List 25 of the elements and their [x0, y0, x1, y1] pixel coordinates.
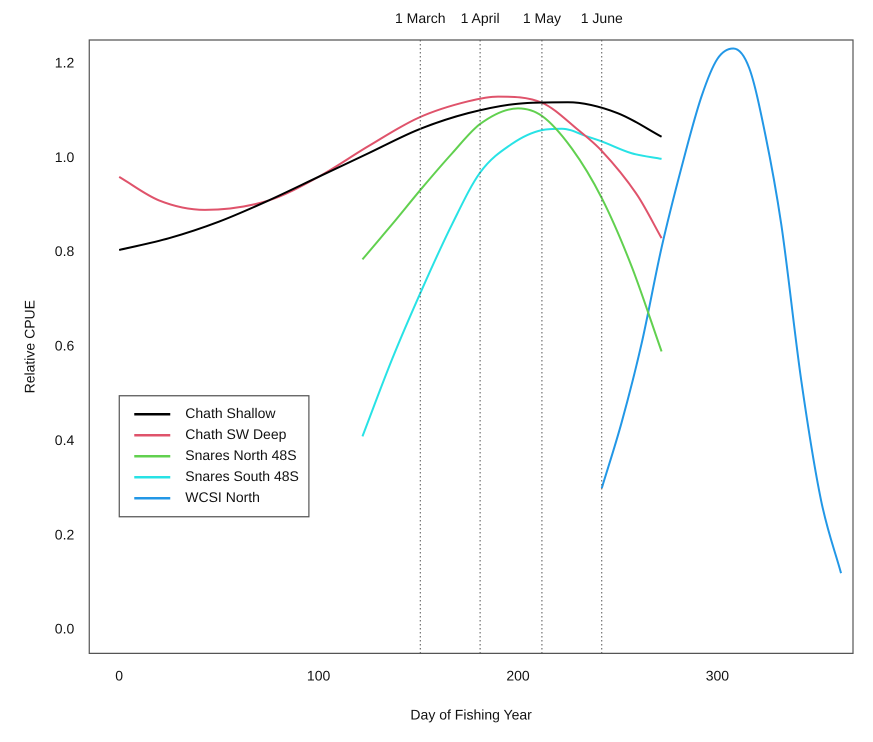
- ref-line-label: 1 March: [394, 10, 446, 26]
- y-tick-label: 1.0: [54, 148, 74, 165]
- y-tick-label: 0.2: [54, 526, 74, 542]
- x-tick-label: 100: [306, 668, 330, 684]
- ref-line-label: 1 April: [460, 10, 500, 26]
- x-tick-label: 0: [115, 668, 124, 684]
- line-series: [361, 128, 663, 438]
- y-tick-label: 0.4: [54, 432, 74, 448]
- x-tick-label: 200: [506, 668, 530, 684]
- legend-label: Chath SW Deep: [185, 426, 287, 442]
- x-axis-title: Day of Fishing Year: [410, 706, 532, 722]
- legend-label: Snares North 48S: [185, 447, 297, 464]
- legend-label: Snares South 48S: [185, 468, 299, 484]
- y-tick-label: 0.8: [54, 243, 74, 260]
- y-axis-title: Relative CPUE: [21, 300, 38, 394]
- line-series: [361, 107, 663, 352]
- legend-label: Chath Shallow: [185, 405, 276, 422]
- y-tick-label: 0.6: [54, 338, 74, 354]
- y-tick-label: 0.0: [54, 620, 74, 637]
- ref-line-label: 1 May: [522, 10, 561, 26]
- ref-line-label: 1 June: [580, 10, 623, 26]
- x-tick-label: 300: [706, 668, 730, 684]
- line-series: [600, 47, 842, 574]
- y-tick-label: 1.2: [54, 54, 74, 70]
- legend-label: WCSI North: [185, 489, 260, 506]
